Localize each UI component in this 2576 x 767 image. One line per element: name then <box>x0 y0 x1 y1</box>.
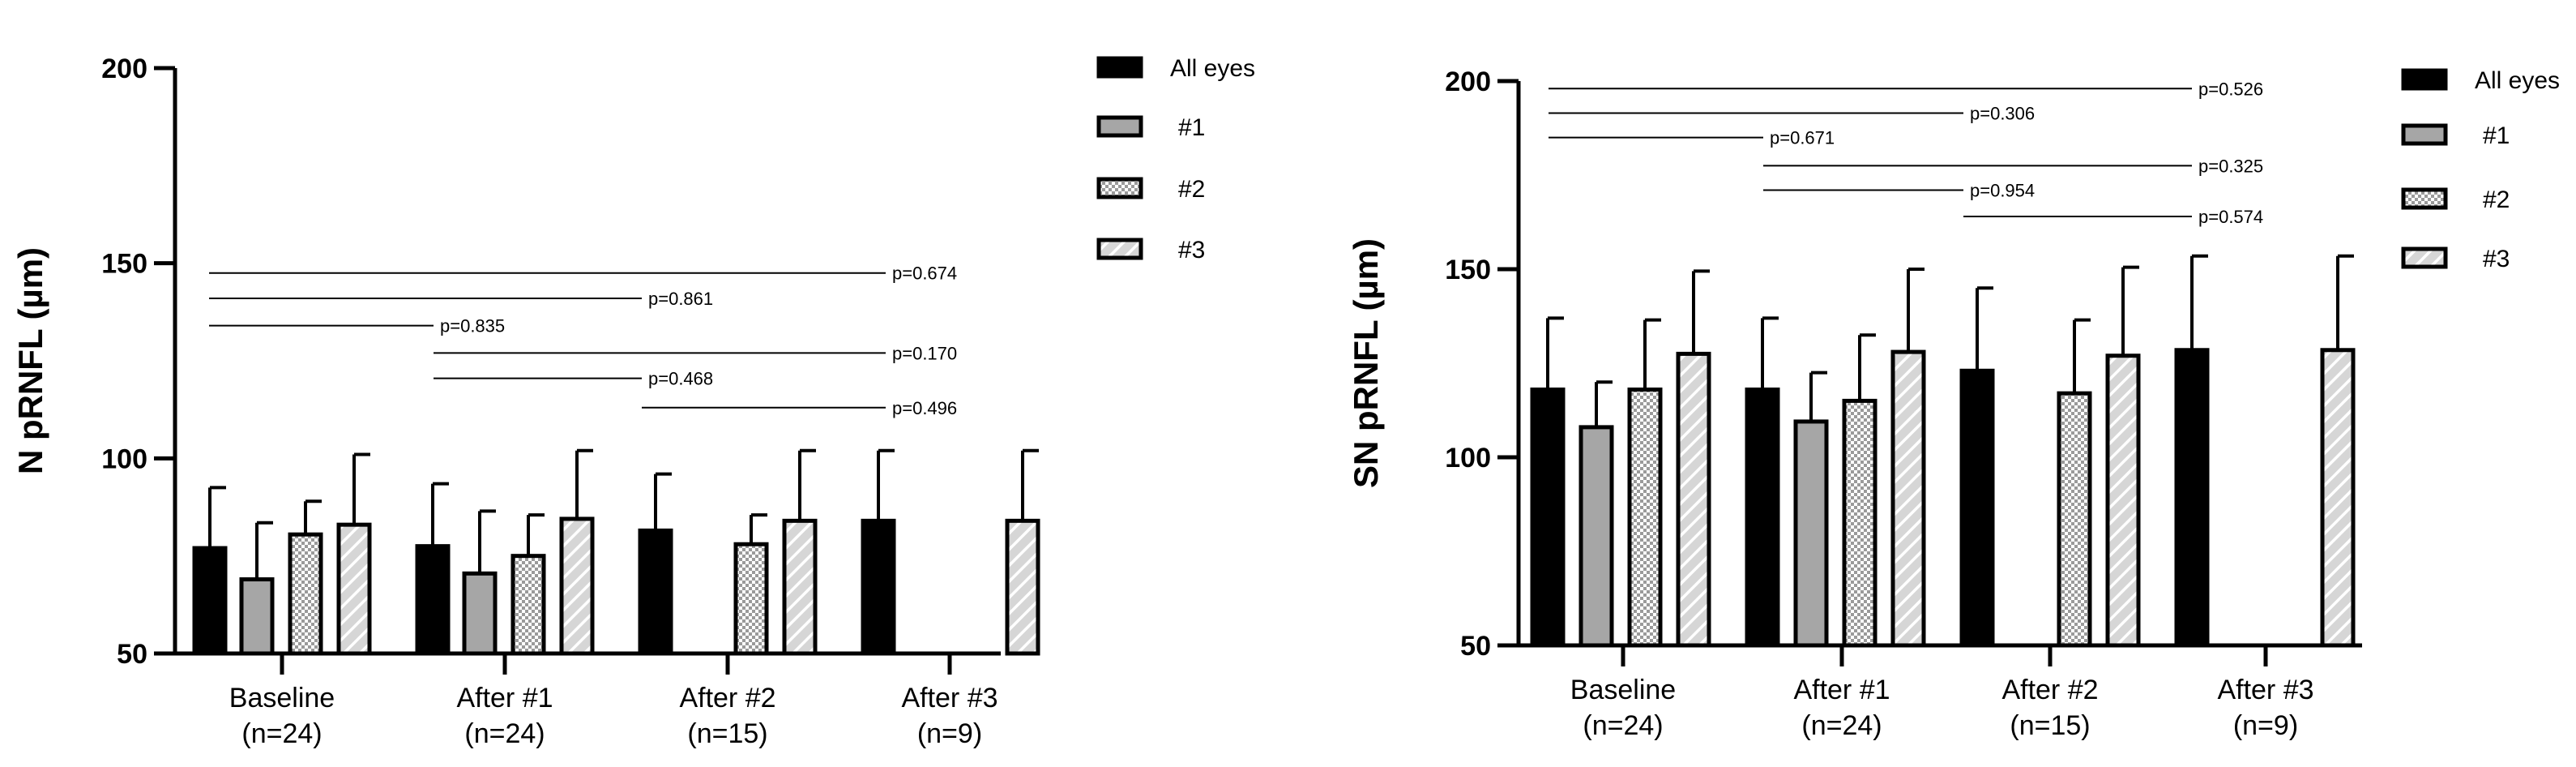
bar <box>559 516 595 656</box>
bar <box>782 518 818 656</box>
bar <box>1959 368 1995 648</box>
p-value-label: p=0.306 <box>1970 103 2035 123</box>
legend-label: #1 <box>1178 114 1205 141</box>
legend-swatch <box>1096 177 1143 199</box>
bar <box>336 522 372 656</box>
p-value-label: p=0.671 <box>1770 128 1835 148</box>
y-tick-label: 50 <box>117 639 147 670</box>
x-category-label: After #2 <box>679 683 775 713</box>
bar <box>1578 425 1614 648</box>
y-tick-label: 200 <box>1445 66 1491 97</box>
legend-swatch <box>2401 123 2448 146</box>
x-category-label: (n=9) <box>917 718 982 749</box>
p-value-label: p=0.674 <box>892 264 957 284</box>
bar <box>861 518 896 656</box>
p-value-label: p=0.954 <box>1970 181 2035 201</box>
p-value-label: p=0.170 <box>892 343 957 363</box>
legend-label: All eyes <box>2475 67 2560 94</box>
bar <box>1793 419 1829 648</box>
y-axis-title: SN pRNFL (µm) <box>1347 238 1385 488</box>
legend-label: #3 <box>2483 246 2510 272</box>
x-category-label: (n=24) <box>464 718 545 749</box>
legend-label: #2 <box>2483 186 2510 213</box>
y-tick-label: 100 <box>101 443 147 474</box>
y-tick-label: 150 <box>1445 255 1491 285</box>
bar <box>638 528 673 656</box>
y-tick-label: 50 <box>1460 631 1491 662</box>
bar <box>511 554 546 656</box>
bar <box>1627 387 1663 648</box>
legend-swatch <box>2401 187 2448 210</box>
legend-label: #1 <box>2483 122 2510 149</box>
p-value-label: p=0.835 <box>440 316 505 336</box>
x-category-label: (n=9) <box>2233 710 2298 741</box>
n-prnfl-chart: 50 100 150 200 N pRNFL (µm) Baseline (n=24) Aft… <box>11 54 1255 749</box>
bar <box>239 577 275 656</box>
legend-swatch <box>2401 246 2448 269</box>
legend-swatch <box>2401 68 2448 91</box>
legend-swatch <box>1096 238 1143 260</box>
bar <box>2320 348 2356 648</box>
x-category-label: After #3 <box>901 683 998 713</box>
legend-swatch <box>1096 56 1143 79</box>
x-category-label: (n=24) <box>241 718 322 749</box>
y-tick-label: 200 <box>101 54 147 84</box>
legend-label: #3 <box>1178 237 1205 264</box>
p-value-label: p=0.325 <box>2198 156 2263 176</box>
x-category-label: (n=15) <box>687 718 767 749</box>
p-value-label: p=0.526 <box>2198 79 2263 99</box>
bar <box>1890 349 1926 648</box>
bar <box>415 544 451 656</box>
bar <box>1842 398 1878 648</box>
y-tick-label: 100 <box>1445 443 1491 473</box>
legend-label: All eyes <box>1170 55 1255 82</box>
x-category-label: Baseline <box>1570 675 1676 705</box>
x-category-label: (n=24) <box>1583 710 1663 741</box>
bar <box>1676 351 1711 648</box>
p-value-label: p=0.574 <box>2198 207 2263 227</box>
y-tick-label: 150 <box>101 249 147 280</box>
bar <box>2057 391 2092 648</box>
x-category-label: Baseline <box>229 683 335 713</box>
p-value-label: p=0.496 <box>892 398 957 418</box>
bar <box>288 532 323 656</box>
sn-prnfl-chart: 50 100 150 200 SN pRNFL (µm) Baseline (n=24) Af… <box>1347 66 2560 741</box>
bar <box>1530 387 1566 648</box>
x-category-label: After #2 <box>2001 675 2098 705</box>
legend-swatch <box>1096 115 1143 138</box>
bar <box>1005 518 1040 656</box>
bar <box>1745 387 1780 648</box>
p-value-label: p=0.468 <box>648 369 713 389</box>
bar <box>733 542 769 656</box>
x-category-label: (n=24) <box>1801 710 1882 741</box>
x-category-label: (n=15) <box>2010 710 2090 741</box>
bar <box>2174 348 2210 648</box>
x-category-label: After #1 <box>1793 675 1890 705</box>
p-value-label: p=0.861 <box>648 289 713 309</box>
x-category-label: After #3 <box>2217 675 2313 705</box>
bar <box>462 571 498 656</box>
legend-label: #2 <box>1178 176 1205 203</box>
bar <box>2105 354 2141 648</box>
bar <box>192 546 228 656</box>
y-axis-title: N pRNFL (µm) <box>11 247 49 474</box>
x-category-label: After #1 <box>456 683 553 713</box>
